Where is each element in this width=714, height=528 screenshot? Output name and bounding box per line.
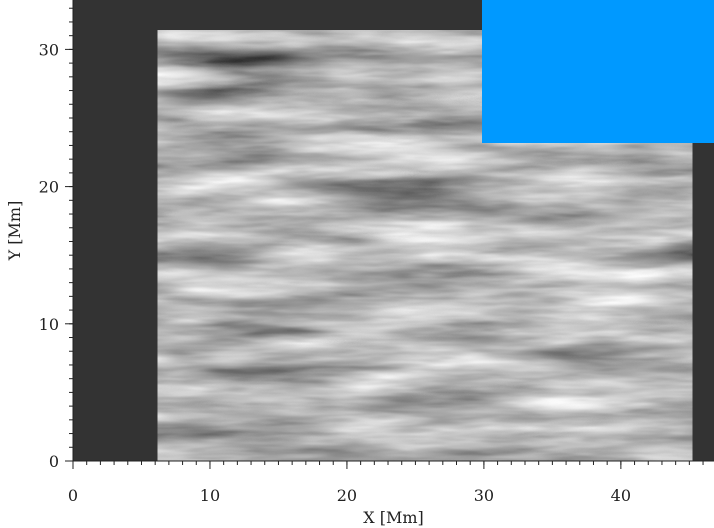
overlay-box (482, 0, 714, 143)
x-tick-label: 0 (68, 486, 78, 505)
x-axis-label: X [Mm] (363, 508, 424, 527)
y-tick-label: 20 (39, 178, 59, 197)
y-tick-label: 0 (49, 452, 59, 471)
y-axis-label: Y [Mm] (5, 201, 24, 262)
x-tick-label: 20 (337, 486, 357, 505)
y-tick-label: 30 (39, 40, 59, 59)
x-tick-label: 10 (200, 486, 220, 505)
plot-area (73, 0, 714, 461)
y-tick-label: 10 (39, 315, 59, 334)
x-tick-label: 30 (474, 486, 494, 505)
x-tick-label: 40 (611, 486, 631, 505)
chart: X [Mm] Y [Mm] 0 10 20 30 40 0 10 20 30 (0, 0, 714, 528)
